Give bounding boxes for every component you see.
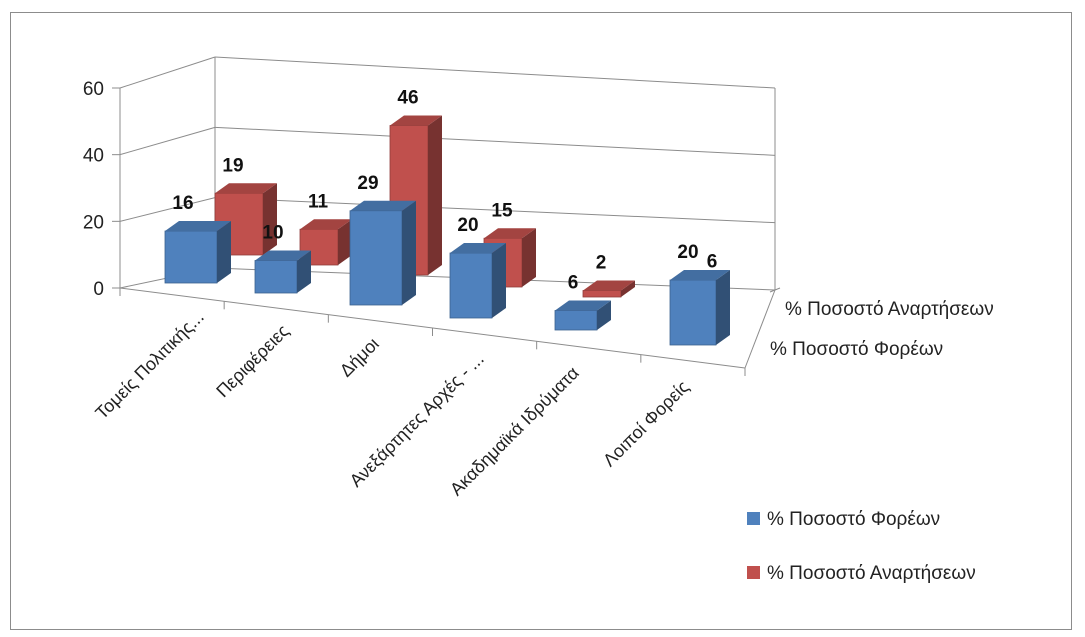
bar-side-face bbox=[492, 243, 506, 318]
data-label: 2 bbox=[596, 253, 607, 274]
data-label: 6 bbox=[707, 252, 718, 273]
legend: % Ποσοστό Φορέων % Ποσοστό Αναρτήσεων bbox=[747, 509, 976, 584]
bar-top-face bbox=[583, 280, 635, 291]
bar-side-face bbox=[263, 183, 277, 255]
y-tick-label: 60 bbox=[83, 79, 104, 100]
data-label: 10 bbox=[262, 223, 283, 244]
depth-tick-label: % Ποσοστό Φορέων bbox=[770, 339, 943, 360]
y-tick-label: 40 bbox=[83, 146, 104, 167]
gridline-1 bbox=[214, 197, 776, 224]
x-tick-label: Δήμοι bbox=[336, 334, 383, 381]
bar-top-face bbox=[555, 300, 611, 311]
bar-top-face bbox=[350, 200, 416, 211]
y-tick-label: 0 bbox=[93, 279, 104, 300]
gridline-3 bbox=[214, 56, 776, 89]
bar-top-face bbox=[165, 221, 231, 231]
depth-axis bbox=[744, 289, 776, 369]
legend-label: % Ποσοστό Φορέων bbox=[767, 509, 940, 530]
bar-1-front bbox=[164, 221, 231, 284]
bar-top-face bbox=[484, 228, 536, 239]
bar-2-back bbox=[299, 219, 352, 266]
bar-5-front bbox=[554, 300, 611, 331]
bar-top-face bbox=[255, 250, 311, 261]
bar-side-face bbox=[402, 200, 416, 305]
bar-3-front bbox=[349, 200, 416, 306]
bar-front-face bbox=[449, 252, 493, 319]
bar-side-face bbox=[297, 250, 311, 293]
x-tick-label: Περιφέρειες bbox=[212, 320, 293, 401]
side-gridline-3 bbox=[119, 56, 216, 89]
bar-front-face bbox=[349, 210, 403, 306]
x-tick-label: Τομείς Πολιτικής... bbox=[91, 307, 207, 423]
bar-4-front bbox=[449, 243, 506, 319]
bar-6-front bbox=[669, 270, 730, 346]
bar-2-front bbox=[254, 250, 311, 294]
data-label: 20 bbox=[457, 215, 478, 236]
bar-side-face bbox=[522, 228, 536, 287]
side-gridline-1 bbox=[119, 197, 216, 222]
depth-tick-label: % Ποσοστό Αναρτήσεων bbox=[785, 299, 994, 320]
bar-side-face bbox=[621, 280, 635, 297]
chart-area bbox=[10, 12, 1072, 630]
data-label: 46 bbox=[397, 88, 418, 109]
bar-front-face bbox=[669, 279, 717, 346]
depth-tick-mark bbox=[769, 287, 781, 293]
bar-side-face bbox=[428, 115, 442, 275]
legend-label: % Ποσοστό Αναρτήσεων bbox=[767, 563, 976, 584]
data-label: 16 bbox=[172, 193, 193, 214]
bar-3-back bbox=[389, 115, 442, 276]
data-label: 19 bbox=[222, 155, 243, 176]
bar-top-face bbox=[390, 115, 442, 126]
bar-top-face bbox=[300, 219, 352, 230]
data-label: 11 bbox=[308, 191, 329, 212]
bar-top-face bbox=[215, 183, 277, 194]
data-label: 15 bbox=[491, 200, 513, 221]
data-label: 20 bbox=[677, 242, 698, 263]
bar-front-face bbox=[554, 310, 598, 331]
bar-side-face bbox=[716, 270, 730, 345]
bar-side-face bbox=[597, 300, 611, 330]
side-gridline-2 bbox=[119, 126, 216, 156]
bar-front-face bbox=[254, 260, 298, 294]
bar-side-face bbox=[338, 219, 352, 265]
data-label: 29 bbox=[357, 173, 378, 194]
legend-swatch bbox=[747, 512, 760, 525]
bar-top-face bbox=[670, 270, 730, 280]
x-tick-label: Λοιποί Φορείς bbox=[599, 376, 693, 470]
bar-front-face bbox=[164, 230, 218, 284]
bar-5-back bbox=[582, 280, 635, 298]
bar-top-face bbox=[450, 243, 506, 253]
gridline-2 bbox=[214, 126, 776, 156]
bar-front-face bbox=[582, 290, 622, 298]
data-label: 6 bbox=[568, 273, 579, 294]
legend-swatch bbox=[747, 566, 760, 579]
bar-side-face bbox=[217, 221, 231, 283]
y-tick-label: 20 bbox=[83, 212, 104, 233]
